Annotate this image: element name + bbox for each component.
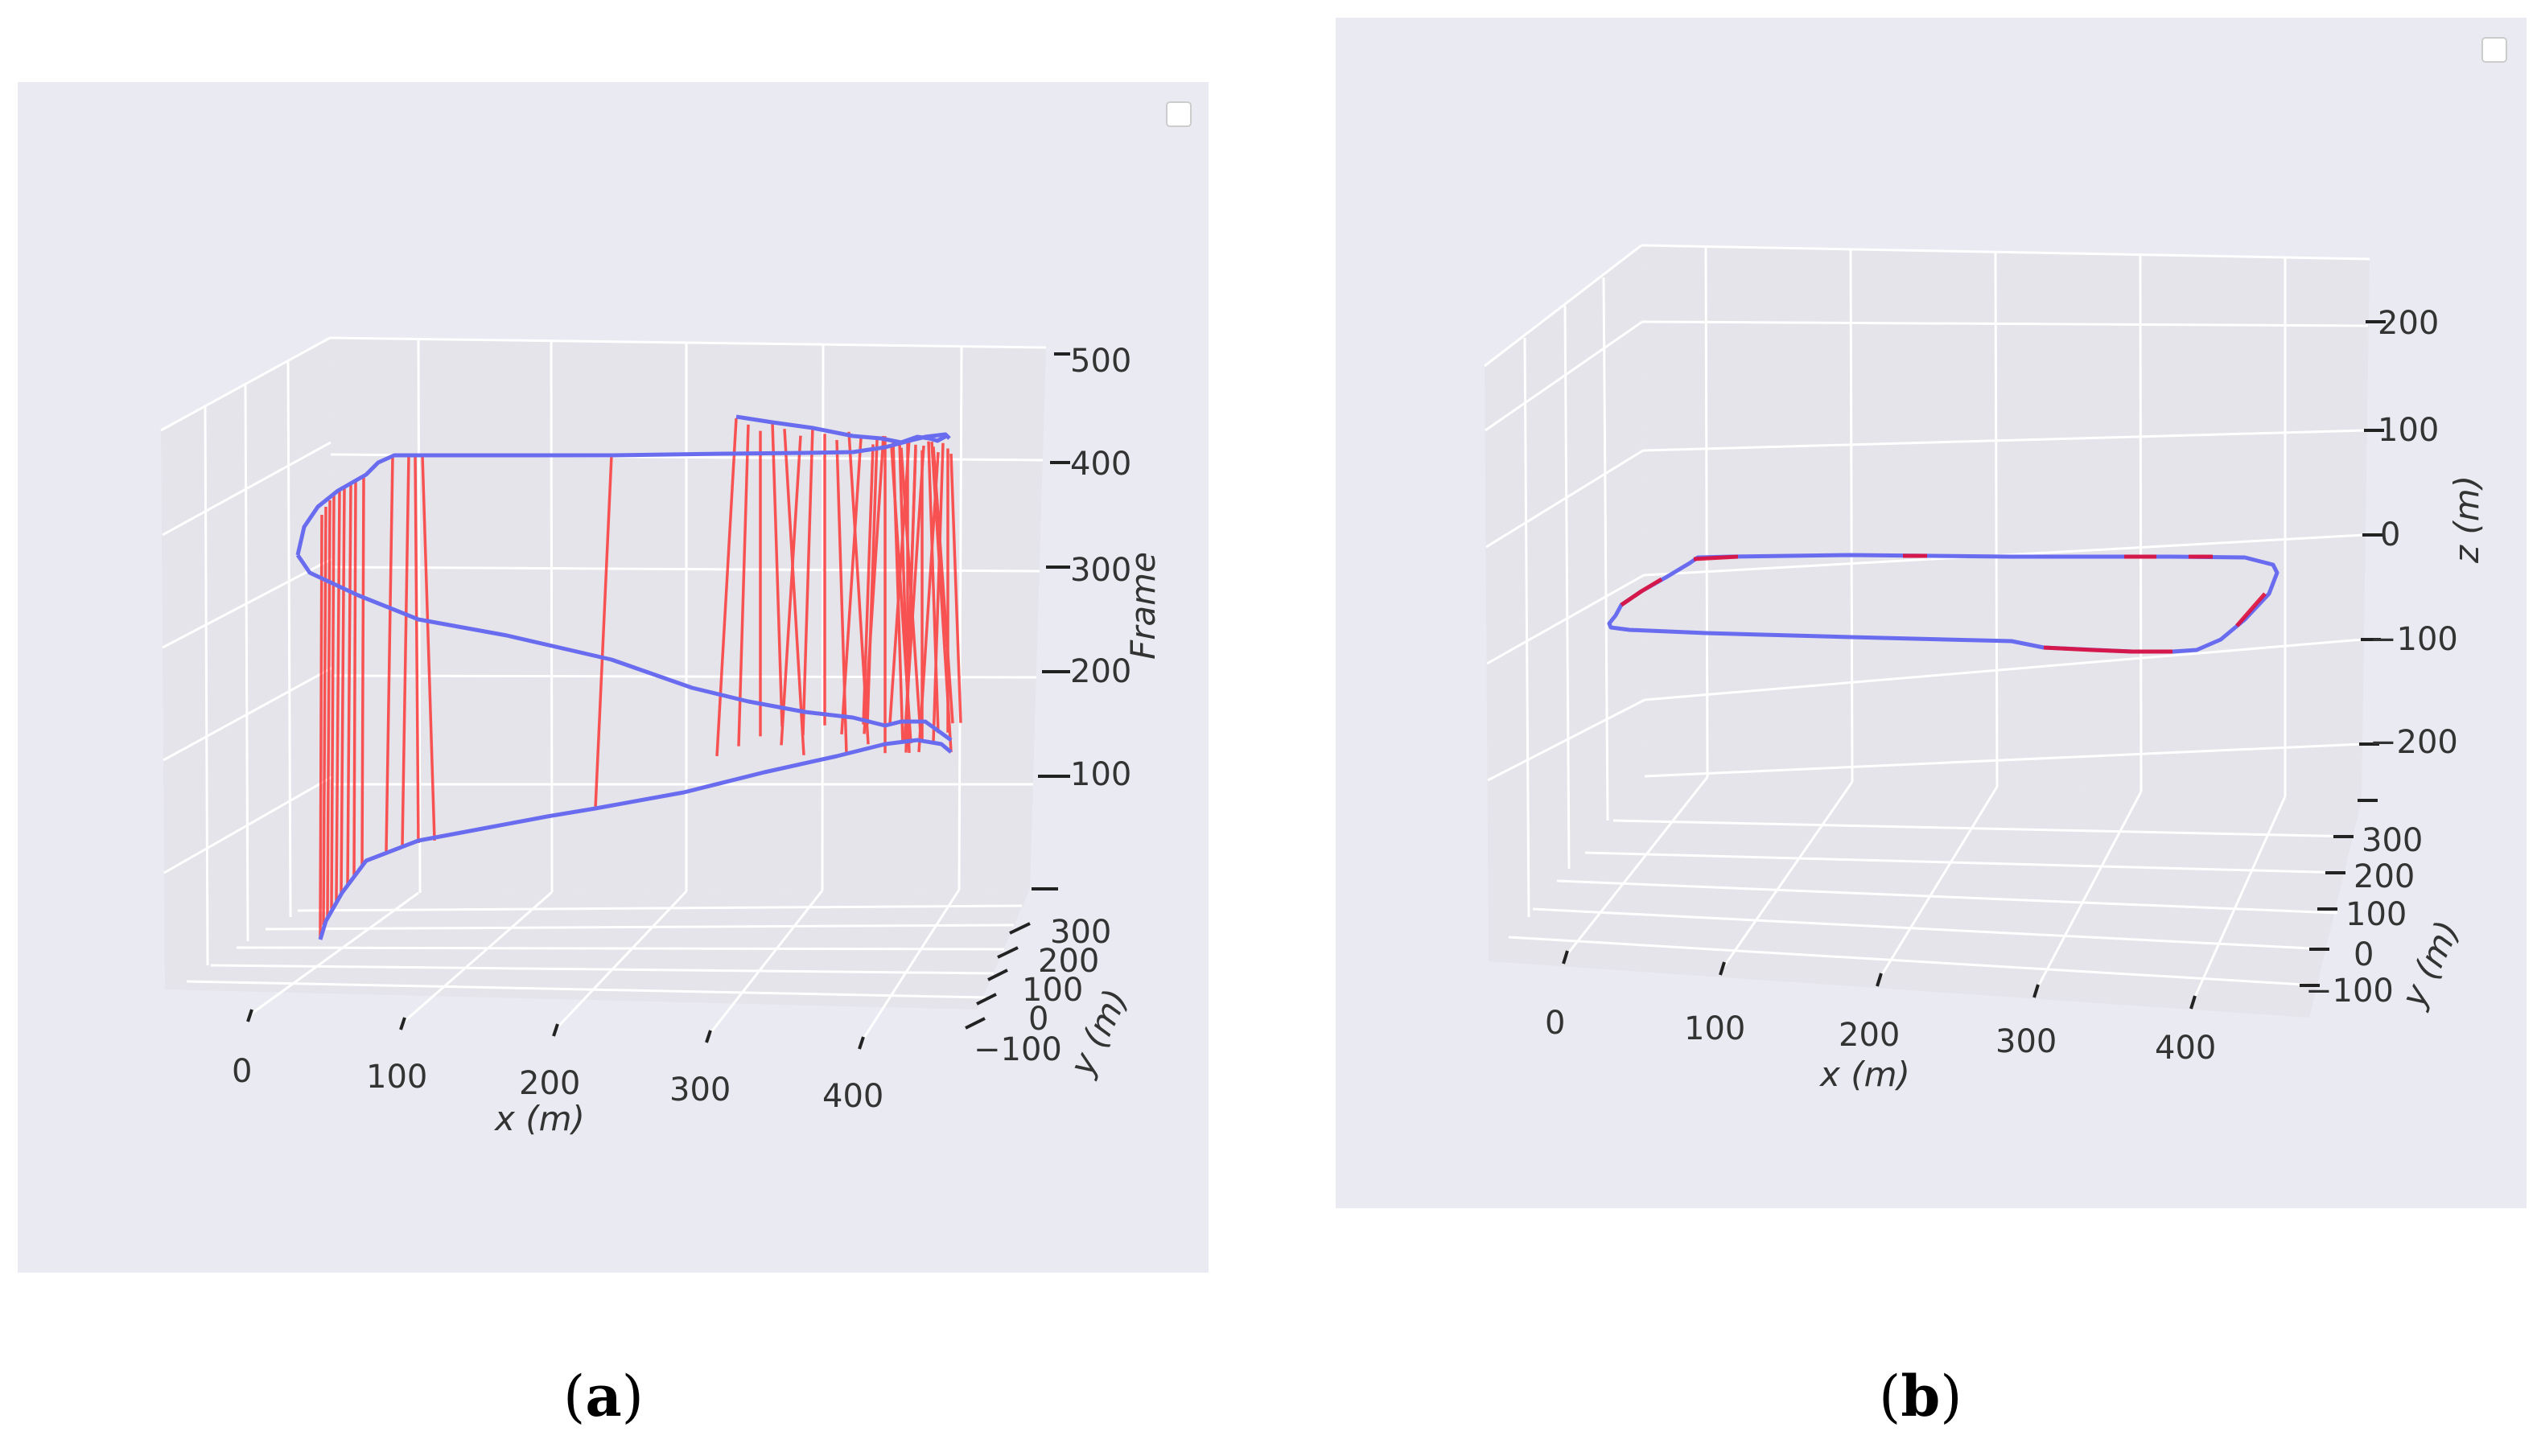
panel-b-y-tick-200: 200: [2354, 858, 2415, 895]
panel-b-y-tick-100: 100: [2345, 896, 2407, 933]
panel-a-match-line: [840, 438, 863, 735]
panel-a-match-lines: [319, 417, 962, 938]
panel-b-detection-1: [1620, 577, 1663, 607]
panel-b-loop-detections: [1620, 553, 2267, 654]
panel-a-x-tick-400: 400: [822, 1078, 883, 1115]
panel-a-z-axis-label: Frame: [1123, 552, 1163, 660]
panel-a-match-line: [421, 454, 436, 841]
panel-b-y-tick-300: 300: [2362, 822, 2423, 859]
panel-a-match-line: [715, 417, 738, 757]
panel-a-x-tick-0: 0: [232, 1053, 252, 1090]
panel-b-trajectory: [1607, 553, 2279, 654]
panel-a-back-pane: [330, 338, 1046, 893]
panel-b-x-tick-400: 400: [2155, 1030, 2216, 1067]
panel-b-trajectory-loop: [1607, 553, 2279, 654]
panel-a-trajectory-start: [318, 738, 953, 940]
panel-a-caption: (a): [563, 1363, 644, 1429]
panel-a-trajectory-end: [735, 414, 949, 445]
panel-b-x-tick-0: 0: [1545, 1005, 1565, 1042]
panel-b-detection-7: [2235, 592, 2267, 627]
panel-a: 500 400 300 200 100 Frame 300 200 100 0 …: [18, 82, 1209, 1429]
panel-a-z-tick-200: 200: [1070, 653, 1131, 690]
panel-a-z-tick-100: 100: [1070, 756, 1131, 793]
panel-a-match-line: [890, 446, 912, 744]
panel-a-match-line: [737, 424, 750, 747]
panel-a-match-line: [385, 456, 394, 852]
panel-a-y-tick-200: 200: [1038, 943, 1099, 980]
panel-b: 200 100 0 −100 −200 z (m) 300 200 100 0 …: [1336, 18, 2527, 1429]
panel-b-grid: [1484, 244, 2370, 1003]
panel-a-x-tick-200: 200: [519, 1065, 580, 1102]
panel-b-z-tick-0: 0: [2380, 516, 2400, 553]
panel-a-match-line: [930, 442, 953, 753]
panel-a-trajectory-return: [295, 553, 953, 742]
panel-b-x-tick-300: 300: [1995, 1023, 2057, 1060]
panel-b-x-tick-100: 100: [1684, 1010, 1745, 1047]
panel-a-x-tick-100: 100: [366, 1059, 427, 1096]
panel-a-trajectory: [295, 414, 953, 940]
panel-b-x-tick-200: 200: [1839, 1017, 1900, 1054]
panel-a-legend-box: [1166, 101, 1192, 127]
panel-b-legend-box: [2481, 37, 2507, 63]
panel-b-back-pane: [1641, 245, 2370, 800]
panel-a-match-line: [335, 490, 341, 902]
panel-b-y-tick-0: 0: [2354, 936, 2374, 973]
panel-a-z-tick-300: 300: [1070, 552, 1131, 589]
panel-b-caption: (b): [1879, 1363, 1962, 1429]
panel-a-y-tick-minus100: −100: [974, 1031, 1062, 1068]
panel-a-match-line: [862, 444, 875, 725]
panel-a-grid: [160, 336, 1047, 1043]
panel-a-match-line: [401, 454, 410, 847]
panel-a-match-line: [319, 514, 323, 938]
panel-b-detection-6: [2043, 645, 2172, 654]
panel-a-match-line: [783, 429, 805, 755]
panel-a-z-tick-400: 400: [1070, 446, 1131, 483]
panel-a-match-line: [771, 422, 784, 727]
panel-a-match-line: [801, 427, 814, 736]
panel-b-y-tick-minus100: −100: [2305, 973, 2394, 1010]
panel-a-match-line: [932, 442, 945, 742]
panel-a-y-tick-300: 300: [1050, 914, 1111, 951]
panel-a-y-tick-100: 100: [1022, 972, 1083, 1009]
panel-a-match-line: [340, 487, 346, 895]
panel-a-match-line: [330, 495, 336, 910]
panel-a-match-line: [352, 479, 357, 878]
panel-a-y-tick-0: 0: [1028, 1001, 1048, 1038]
panel-a-match-line: [949, 453, 962, 723]
panel-a-match-line: [346, 482, 352, 886]
panel-a-match-line: [594, 454, 613, 809]
panel-a-x-tick-300: 300: [669, 1071, 731, 1108]
panel-a-match-line: [414, 454, 420, 844]
panel-a-match-line: [866, 439, 879, 725]
panel-b-detection-2: [1693, 554, 1739, 561]
panel-b-z-tick-200: 200: [2378, 305, 2439, 342]
panel-a-z-tick-500: 500: [1070, 343, 1131, 380]
panel-a-match-line: [360, 475, 365, 866]
panel-b-z-tick-minus200: −200: [2370, 724, 2458, 761]
panel-a-x-axis-label: x (m): [493, 1099, 585, 1138]
panel-a-match-line: [322, 506, 327, 926]
panel-b-z-axis-label: z (m): [2447, 475, 2486, 564]
panel-b-z-tick-100: 100: [2378, 412, 2439, 449]
panel-a-caption-letter: a: [585, 1363, 621, 1429]
panel-a-match-line: [780, 435, 802, 746]
panel-b-z-tick-minus100: −100: [2370, 621, 2458, 658]
panel-b-caption-letter: b: [1901, 1363, 1940, 1429]
panel-a-match-line: [326, 500, 332, 918]
panel-b-x-axis-label: x (m): [1818, 1055, 1910, 1094]
